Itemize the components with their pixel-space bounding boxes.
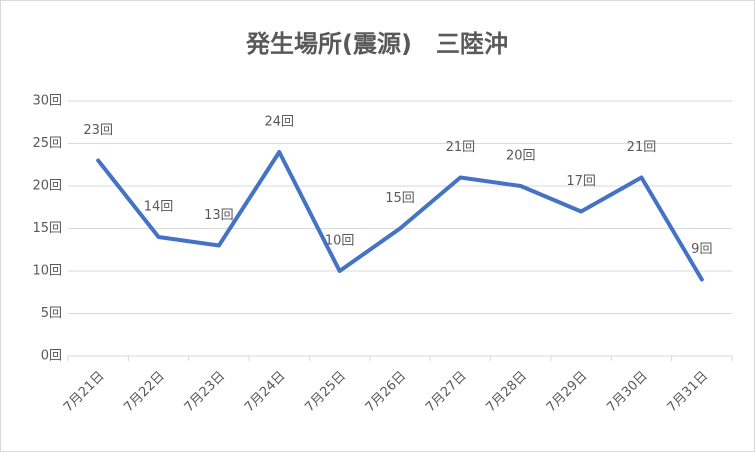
y-tick-label: 20回: [32, 179, 62, 194]
data-label: 21回: [446, 140, 476, 155]
y-tick-label: 30回: [32, 94, 62, 109]
data-label: 14回: [144, 200, 174, 215]
data-label: 13回: [204, 208, 234, 223]
y-tick-label: 10回: [32, 264, 62, 279]
y-tick-label: 15回: [32, 221, 62, 236]
y-tick-label: 0回: [41, 349, 62, 364]
y-tick-label: 5回: [41, 306, 62, 321]
chart-title: 発生場所(震源) 三陸沖: [245, 30, 508, 58]
data-label: 9回: [691, 242, 712, 257]
y-tick-label: 25回: [32, 136, 62, 151]
data-label: 24回: [264, 115, 294, 130]
data-label: 17回: [566, 174, 596, 189]
data-label: 10回: [325, 234, 355, 249]
data-label: 15回: [385, 191, 415, 206]
data-label: 20回: [506, 149, 536, 164]
data-label: 23回: [83, 123, 113, 138]
line: [96, 150, 704, 282]
data-label: 21回: [627, 140, 657, 155]
